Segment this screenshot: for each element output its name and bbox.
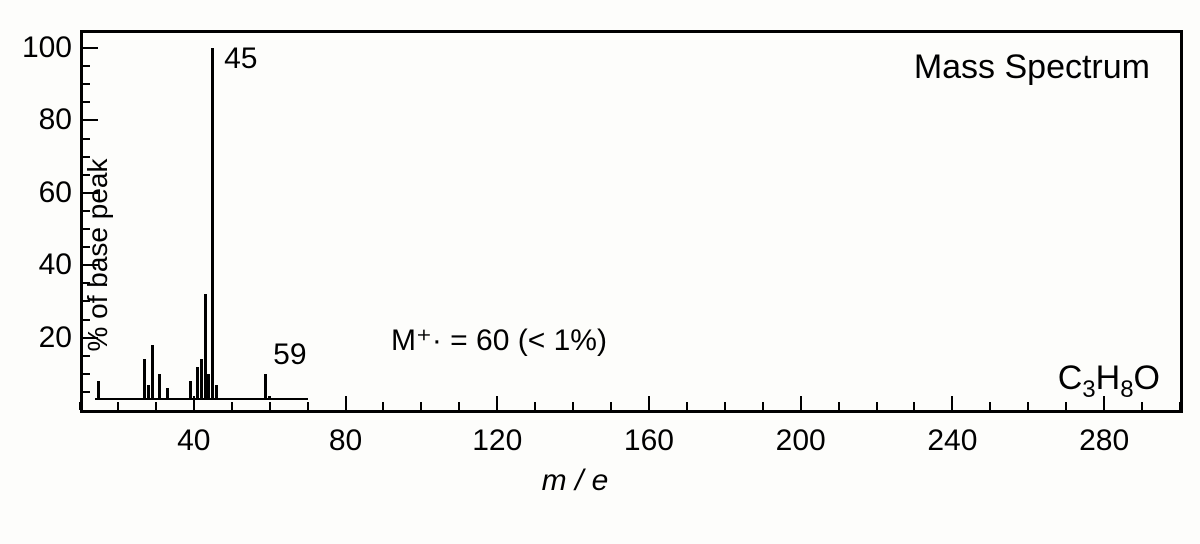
y-minor-tick xyxy=(80,373,90,375)
x-minor-tick xyxy=(876,402,878,410)
x-minor-tick xyxy=(534,402,536,410)
spectrum-peak xyxy=(211,48,214,399)
x-tick-label: 80 xyxy=(329,424,362,458)
x-tick-label: 40 xyxy=(177,424,210,458)
spectrum-peak xyxy=(204,294,207,399)
spectrum-peak xyxy=(196,367,199,400)
y-minor-tick xyxy=(80,391,90,393)
spectrum-peak xyxy=(207,374,210,399)
y-tick-label: 40 xyxy=(10,248,72,282)
x-minor-tick xyxy=(610,402,612,410)
baseline xyxy=(95,398,307,400)
y-minor-tick xyxy=(80,101,90,103)
y-major-tick xyxy=(80,119,98,121)
x-tick-label: 120 xyxy=(472,424,522,458)
mass-spectrum-chart: 20 40 60 80 100 40 80 120 160 200 240 280 45 59 % o… xyxy=(10,20,1190,520)
x-tick-label: 160 xyxy=(624,424,674,458)
spectrum-peak xyxy=(151,345,154,399)
x-minor-tick xyxy=(382,402,384,410)
x-minor-tick xyxy=(155,402,157,410)
y-minor-tick xyxy=(80,138,90,140)
x-minor-tick xyxy=(724,402,726,410)
y-tick-label: 100 xyxy=(10,31,72,65)
x-minor-tick xyxy=(307,402,309,410)
spectrum-peak xyxy=(264,374,267,399)
x-minor-tick xyxy=(79,402,81,410)
y-tick-label: 60 xyxy=(10,176,72,210)
spectrum-peak xyxy=(158,374,161,399)
molecular-formula: C3H8O xyxy=(1058,359,1160,404)
spectrum-peak xyxy=(215,385,218,399)
x-minor-tick xyxy=(838,402,840,410)
x-tick-label: 240 xyxy=(927,424,977,458)
spectrum-peak xyxy=(97,381,100,399)
x-major-tick xyxy=(648,396,650,410)
x-minor-tick xyxy=(420,402,422,410)
x-major-tick xyxy=(800,396,802,410)
x-minor-tick xyxy=(913,402,915,410)
x-minor-tick xyxy=(269,402,271,410)
x-minor-tick xyxy=(686,402,688,410)
y-minor-tick xyxy=(80,65,90,67)
x-minor-tick xyxy=(458,402,460,410)
x-major-tick xyxy=(496,396,498,410)
x-major-tick xyxy=(345,396,347,410)
chart-title: Mass Spectrum xyxy=(914,48,1150,87)
x-axis-title: m / e xyxy=(542,464,609,498)
x-minor-tick xyxy=(989,402,991,410)
x-minor-tick xyxy=(762,402,764,410)
x-axis-line xyxy=(80,410,1180,413)
spectrum-peak xyxy=(200,359,203,399)
x-tick-label: 280 xyxy=(1079,424,1129,458)
y-major-tick xyxy=(80,47,98,49)
molecular-ion-annotation: M⁺· = 60 (< 1%) xyxy=(391,323,607,358)
x-minor-tick xyxy=(1027,402,1029,410)
x-minor-tick xyxy=(572,402,574,410)
spectrum-peak xyxy=(143,359,146,399)
x-minor-tick xyxy=(231,402,233,410)
y-minor-tick xyxy=(80,355,90,357)
x-minor-tick xyxy=(1179,402,1181,410)
spectrum-peak xyxy=(189,381,192,399)
x-major-tick xyxy=(951,396,953,410)
y-tick-label: 80 xyxy=(10,103,72,137)
y-tick-label: 20 xyxy=(10,321,72,355)
x-minor-tick xyxy=(117,402,119,410)
spectrum-peak xyxy=(147,385,150,399)
x-tick-label: 200 xyxy=(776,424,826,458)
y-axis-title: % of base peak xyxy=(82,155,114,355)
y-minor-tick xyxy=(80,83,90,85)
peak-label: 59 xyxy=(273,338,306,372)
plot-area xyxy=(80,30,1183,413)
peak-label: 45 xyxy=(224,42,257,76)
